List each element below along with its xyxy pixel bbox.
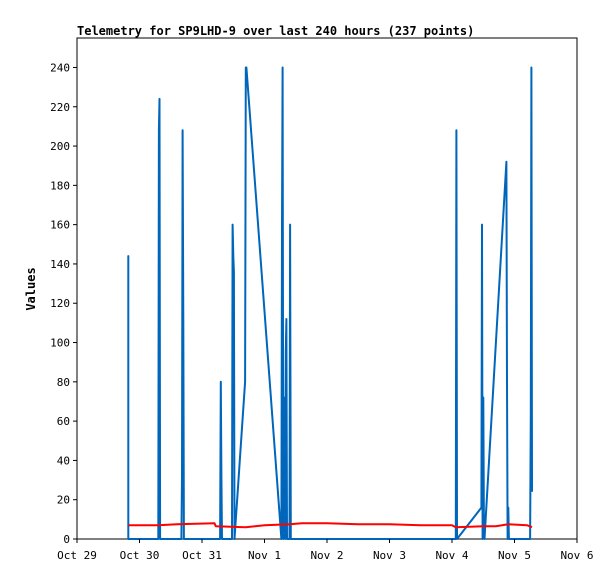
x-tick-label: Nov 5 <box>498 549 531 562</box>
y-tick-label: 160 <box>50 219 70 232</box>
x-tick-label: Nov 1 <box>248 549 281 562</box>
y-tick-label: 20 <box>57 494 70 507</box>
x-tick-label: Nov 6 <box>560 549 593 562</box>
y-tick-label: 200 <box>50 140 70 153</box>
series-line-0 <box>127 66 533 540</box>
y-tick-label: 100 <box>50 337 70 350</box>
y-tick-label: 60 <box>57 415 70 428</box>
y-tick-label: 180 <box>50 179 70 192</box>
y-tick-label: 80 <box>57 376 70 389</box>
y-tick-label: 140 <box>50 258 70 271</box>
series-layer <box>127 66 533 540</box>
plot-area-frame <box>76 37 578 540</box>
y-tick-label: 40 <box>57 454 70 467</box>
x-tick-label: Oct 30 <box>120 549 160 562</box>
chart-title: Telemetry for SP9LHD-9 over last 240 hou… <box>77 24 474 38</box>
x-tick-label: Nov 3 <box>373 549 406 562</box>
y-axis-label: Values <box>24 267 38 310</box>
x-axis-ticks: Oct 29 Oct 30 Oct 31 Nov 1 Nov 2 Nov 3 Nov 4 No… <box>57 539 594 562</box>
y-tick-label: 220 <box>50 101 70 114</box>
y-axis-ticks: 0 20 40 60 80 100 120 140 160 180 200 220 240 <box>50 61 77 546</box>
series-line-1 <box>128 522 533 529</box>
y-tick-label: 120 <box>50 297 70 310</box>
y-tick-label: 240 <box>50 61 70 74</box>
y-tick-label: 0 <box>63 533 70 546</box>
x-tick-label: Nov 2 <box>310 549 343 562</box>
x-tick-label: Oct 31 <box>182 549 222 562</box>
x-tick-label: Nov 4 <box>435 549 468 562</box>
x-tick-label: Oct 29 <box>57 549 97 562</box>
